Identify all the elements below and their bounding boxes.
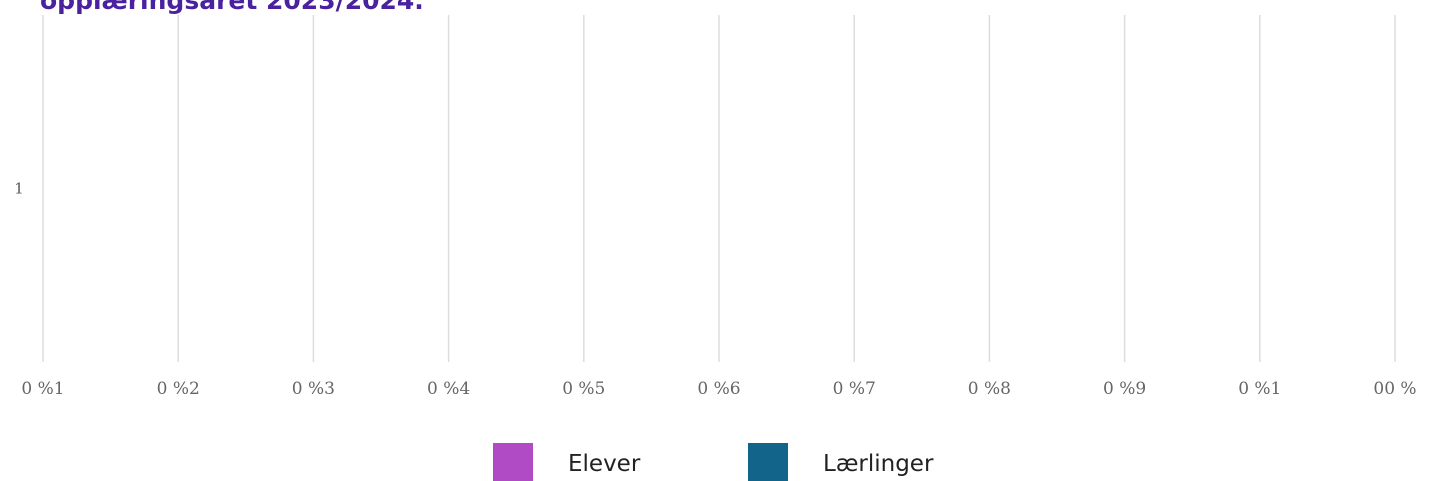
x-tick-label-2: 0 %3: [292, 379, 335, 399]
legend: Elever Lærlinger: [0, 440, 1430, 480]
x-tick-label-4: 0 %5: [562, 379, 605, 399]
x-axis-ticks: 0 %1 0 %2 0 %3 0 %4 0 %5 0 %6 0 %7 0 %8 0 %9 0 %1…: [21, 379, 1416, 399]
x-tick-label-3: 0 %4: [427, 379, 470, 399]
legend-label-elever: Elever: [568, 451, 640, 477]
chart-plot-area: 0 %1 0 %2 0 %3 0 %4 0 %5 0 %6 0 %7 0 %8 0 %9 0 %1…: [0, 0, 1430, 430]
legend-label-laerlinger: Lærlinger: [823, 451, 933, 477]
category-label-0: 1: [14, 180, 24, 198]
x-tick-label-5: 0 %6: [697, 379, 740, 399]
legend-swatch-laerlinger: [748, 443, 788, 481]
x-tick-label-9: 0 %1: [1238, 379, 1281, 399]
x-tick-label-1: 0 %2: [157, 379, 200, 399]
legend-swatch-elever: [493, 443, 533, 481]
x-tick-label-8: 0 %9: [1103, 379, 1146, 399]
x-tick-label-10: 00 %: [1373, 379, 1416, 399]
y-axis-categories: 1: [14, 180, 24, 198]
x-tick-label-7: 0 %8: [968, 379, 1011, 399]
x-tick-label-6: 0 %7: [833, 379, 876, 399]
x-tick-label-0: 0 %1: [21, 379, 64, 399]
gridlines: [43, 15, 1395, 362]
